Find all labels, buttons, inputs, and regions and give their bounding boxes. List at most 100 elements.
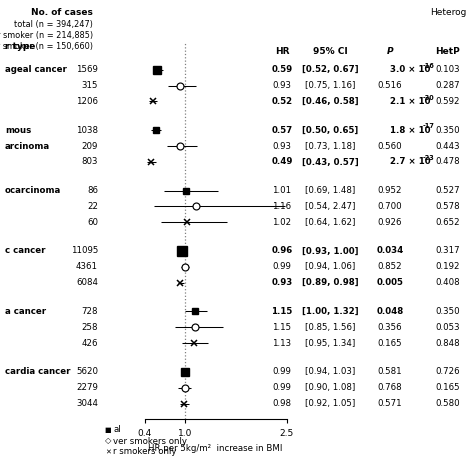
Text: ✕: ✕ <box>105 449 111 455</box>
Text: cardia cancer: cardia cancer <box>5 367 71 376</box>
Text: 0.59: 0.59 <box>272 65 292 74</box>
Text: 0.408: 0.408 <box>436 278 460 287</box>
Text: 0.99: 0.99 <box>273 383 292 392</box>
Text: HR: HR <box>275 47 289 56</box>
Text: 95% CI: 95% CI <box>313 47 347 56</box>
Text: [0.43, 0.57]: [0.43, 0.57] <box>301 157 358 166</box>
Text: [1.00, 1.32]: [1.00, 1.32] <box>301 307 358 316</box>
Text: ver smokers only: ver smokers only <box>113 437 187 446</box>
Text: 0.852: 0.852 <box>378 262 402 271</box>
Text: [0.94, 1.03]: [0.94, 1.03] <box>305 367 355 376</box>
Text: mous: mous <box>5 126 31 135</box>
Text: Heterog: Heterog <box>430 8 466 17</box>
Text: 0.005: 0.005 <box>376 278 403 287</box>
Text: 0.048: 0.048 <box>376 307 404 316</box>
Text: [0.52, 0.67]: [0.52, 0.67] <box>301 65 358 74</box>
Text: ever smoker (n = 150,660): ever smoker (n = 150,660) <box>0 42 93 51</box>
Text: 1.01: 1.01 <box>273 186 292 195</box>
Text: 0.103: 0.103 <box>436 65 460 74</box>
Text: 0.848: 0.848 <box>436 338 460 347</box>
Text: 6084: 6084 <box>76 278 98 287</box>
Text: 0.516: 0.516 <box>378 81 402 90</box>
Text: 728: 728 <box>82 307 98 316</box>
Text: 0.580: 0.580 <box>436 399 460 408</box>
Text: -23: -23 <box>422 155 434 161</box>
Text: HR per 5kg/m²  increase in BMI: HR per 5kg/m² increase in BMI <box>148 444 283 453</box>
Text: 258: 258 <box>82 323 98 332</box>
Text: -16: -16 <box>422 63 434 69</box>
Text: 1206: 1206 <box>76 97 98 106</box>
Text: 426: 426 <box>82 338 98 347</box>
Text: [0.89, 0.98]: [0.89, 0.98] <box>301 278 358 287</box>
Text: a cancer: a cancer <box>5 307 46 316</box>
Text: P: P <box>387 47 393 56</box>
Text: 209: 209 <box>82 142 98 151</box>
Text: 0.49: 0.49 <box>271 157 292 166</box>
Text: 0.52: 0.52 <box>272 97 292 106</box>
Text: 1.02: 1.02 <box>273 218 292 227</box>
Text: 0.98: 0.98 <box>273 399 292 408</box>
Text: 3.0 × 10: 3.0 × 10 <box>390 65 430 74</box>
Text: 0.053: 0.053 <box>436 323 460 332</box>
Text: 0.726: 0.726 <box>436 367 460 376</box>
Text: ageal cancer: ageal cancer <box>5 65 67 74</box>
Text: 0.57: 0.57 <box>272 126 292 135</box>
Text: 0.478: 0.478 <box>436 157 460 166</box>
Text: 1.15: 1.15 <box>273 323 292 332</box>
Text: 0.952: 0.952 <box>378 186 402 195</box>
Text: al: al <box>113 426 120 435</box>
Text: 86: 86 <box>87 186 98 195</box>
Text: total (n = 394,247): total (n = 394,247) <box>14 20 93 29</box>
Text: [0.75, 1.16]: [0.75, 1.16] <box>305 81 355 90</box>
Text: 0.768: 0.768 <box>378 383 402 392</box>
Text: r smokers only: r smokers only <box>113 447 176 456</box>
Text: [0.73, 1.18]: [0.73, 1.18] <box>305 142 355 151</box>
Text: 0.93: 0.93 <box>272 278 292 287</box>
Text: 0.350: 0.350 <box>436 307 460 316</box>
Text: 60: 60 <box>87 218 98 227</box>
Text: 0.287: 0.287 <box>436 81 460 90</box>
Text: 0.192: 0.192 <box>436 262 460 271</box>
Text: [0.54, 2.47]: [0.54, 2.47] <box>305 202 355 211</box>
Text: 803: 803 <box>82 157 98 166</box>
Text: 1569: 1569 <box>76 65 98 74</box>
Text: 22: 22 <box>87 202 98 211</box>
Text: 0.99: 0.99 <box>273 262 292 271</box>
Text: arcinoma: arcinoma <box>5 142 50 151</box>
Text: HetP: HetP <box>436 47 460 56</box>
Text: 1038: 1038 <box>76 126 98 135</box>
Text: 2279: 2279 <box>76 383 98 392</box>
Text: 0.571: 0.571 <box>378 399 402 408</box>
Text: 0.165: 0.165 <box>436 383 460 392</box>
Text: 0.581: 0.581 <box>378 367 402 376</box>
Text: 0.926: 0.926 <box>378 218 402 227</box>
Text: 0.652: 0.652 <box>436 218 460 227</box>
Text: 1.13: 1.13 <box>273 338 292 347</box>
Text: [0.50, 0.65]: [0.50, 0.65] <box>302 126 358 135</box>
Text: -30: -30 <box>422 95 434 100</box>
Text: [0.90, 1.08]: [0.90, 1.08] <box>305 383 355 392</box>
Text: 0.592: 0.592 <box>436 97 460 106</box>
Text: No. of cases: No. of cases <box>31 8 93 17</box>
Text: 0.93: 0.93 <box>273 142 292 151</box>
Text: 1.16: 1.16 <box>273 202 292 211</box>
Text: 0.443: 0.443 <box>436 142 460 151</box>
Text: -17: -17 <box>422 123 434 129</box>
Text: c cancer: c cancer <box>5 246 46 255</box>
Text: 0.165: 0.165 <box>378 338 402 347</box>
Text: ■: ■ <box>105 427 111 433</box>
Text: 2.7 × 10: 2.7 × 10 <box>390 157 430 166</box>
Text: 0.99: 0.99 <box>273 367 292 376</box>
Text: 0.350: 0.350 <box>436 126 460 135</box>
Text: 0.578: 0.578 <box>436 202 460 211</box>
Text: [0.93, 1.00]: [0.93, 1.00] <box>302 246 358 255</box>
Text: [0.69, 1.48]: [0.69, 1.48] <box>305 186 355 195</box>
Text: 0.527: 0.527 <box>436 186 460 195</box>
Text: [0.64, 1.62]: [0.64, 1.62] <box>305 218 355 227</box>
Text: 2.1 × 10: 2.1 × 10 <box>390 97 430 106</box>
Text: ocarcinoma: ocarcinoma <box>5 186 61 195</box>
Text: 4361: 4361 <box>76 262 98 271</box>
Text: 0.93: 0.93 <box>273 81 292 90</box>
Text: 3044: 3044 <box>76 399 98 408</box>
Text: never smoker (n = 214,885): never smoker (n = 214,885) <box>0 31 93 40</box>
